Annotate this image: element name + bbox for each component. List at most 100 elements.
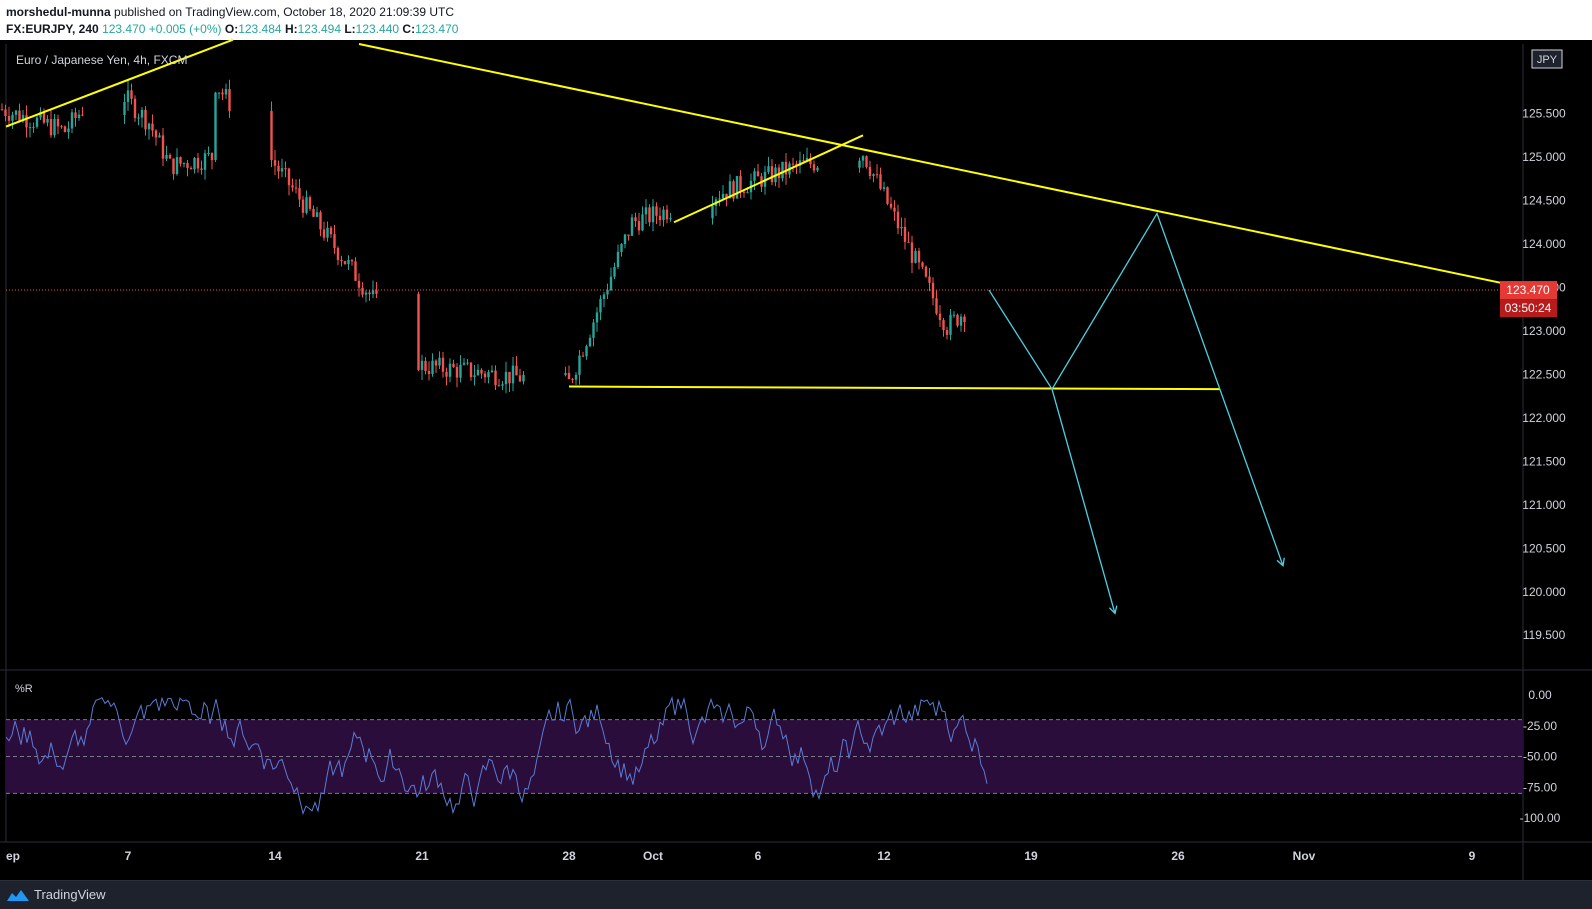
price-tick-label: 120.000 — [1522, 585, 1566, 599]
candle-body — [329, 227, 333, 235]
candle-body — [130, 90, 133, 99]
candle-body — [658, 215, 662, 220]
candle-body — [270, 110, 273, 161]
candle-body — [665, 209, 669, 220]
candle-body — [508, 371, 511, 384]
candle-body — [7, 115, 11, 121]
candle-body — [161, 135, 165, 159]
candle-body — [791, 163, 795, 165]
candle-body — [924, 266, 928, 277]
candle-body — [718, 198, 721, 200]
candle-body — [518, 375, 522, 382]
candle-body — [25, 115, 28, 128]
candle-body — [424, 360, 427, 371]
ohlc-low: L:123.440 — [344, 22, 400, 36]
candle-body — [417, 293, 420, 370]
candle-body — [770, 166, 774, 183]
candle-body — [200, 168, 203, 170]
candle-body — [487, 372, 490, 378]
candle-body — [361, 287, 364, 295]
candle-body — [28, 127, 32, 129]
candle-body — [473, 375, 476, 378]
candle-body — [914, 250, 917, 263]
candle-body — [21, 115, 25, 122]
candle-body — [172, 158, 175, 175]
candle-body — [753, 171, 756, 181]
price-change: +0.005 (+0%) — [148, 22, 222, 36]
candle-body — [350, 260, 354, 262]
candle-body — [599, 298, 602, 313]
candle-body — [210, 153, 214, 161]
currency-label: JPY — [1537, 54, 1558, 66]
candle-body — [333, 234, 336, 248]
candle-body — [585, 346, 588, 357]
brand-label: TradingView — [34, 887, 106, 902]
candle-body — [298, 188, 301, 200]
chart-canvas[interactable]: 125.500125.000124.500124.000123.500123.0… — [0, 0, 1592, 880]
candle-body — [35, 117, 39, 127]
candle-body — [165, 154, 168, 159]
candle-body — [875, 174, 879, 176]
candle-body — [221, 92, 224, 95]
wr-tick-label: -75.00 — [1523, 780, 1557, 794]
candle-body — [805, 158, 809, 161]
candle-body — [193, 157, 196, 170]
candle-body — [4, 109, 7, 116]
candle-body — [175, 157, 179, 175]
publish-info: morshedul-munna published on TradingView… — [6, 5, 454, 19]
drawings-layer — [5, 38, 1557, 615]
candle-body — [746, 192, 749, 194]
candle-body — [728, 181, 732, 199]
candle-body — [11, 114, 14, 121]
projection-arrowhead — [1276, 557, 1285, 567]
candle-body — [77, 114, 81, 118]
williams-r-bands — [6, 719, 1523, 794]
candle-body — [207, 153, 210, 155]
candle-body — [907, 241, 910, 243]
time-tick-label: 7 — [125, 849, 132, 863]
candle-body — [956, 314, 959, 326]
time-tick-label: 14 — [268, 849, 282, 863]
candle-body — [620, 244, 623, 252]
candle-body — [168, 154, 172, 159]
candle-body — [959, 316, 963, 326]
candle-body — [889, 203, 893, 208]
price-tick-label: 119.500 — [1523, 628, 1566, 642]
chart-frame — [0, 44, 1592, 880]
candle-body — [767, 166, 770, 172]
footer-bar: TradingView — [0, 880, 1592, 909]
candle-body — [308, 197, 312, 209]
candle-body — [357, 280, 361, 288]
candle-body — [886, 187, 889, 204]
candle-body — [739, 176, 742, 192]
candle-body — [903, 226, 907, 242]
candle-body — [224, 89, 228, 95]
candle-body — [865, 156, 868, 167]
price-tick-label: 125.500 — [1522, 107, 1566, 121]
countdown-label: 03:50:24 — [1505, 301, 1552, 315]
ohlc-close: C:123.470 — [402, 22, 459, 36]
currency-badge[interactable] — [1531, 49, 1563, 69]
candle-body — [595, 312, 599, 323]
candle-body — [522, 374, 525, 382]
candle-body — [504, 371, 508, 385]
candle-body — [214, 92, 217, 161]
author-name[interactable]: morshedul-munna — [6, 5, 111, 19]
countdown-tag — [1500, 299, 1557, 318]
symbol-label: FX:EURJPY, 240 — [6, 22, 99, 36]
candle-body — [648, 207, 651, 223]
price-tick-label: 122.000 — [1522, 411, 1566, 425]
williams-r-series — [5, 695, 988, 816]
candle-body — [182, 163, 186, 165]
candle-body — [133, 98, 137, 119]
time-tick-label: ep — [6, 849, 20, 863]
candle-body — [571, 379, 574, 381]
candle-body — [795, 163, 798, 166]
candle-body — [868, 166, 872, 176]
tradingview-brand[interactable]: TradingView — [6, 887, 106, 902]
candle-body — [592, 322, 595, 338]
candle-body — [809, 158, 812, 165]
candle-body — [448, 363, 452, 377]
time-tick-label: 19 — [1024, 849, 1038, 863]
rising-wedge-line — [673, 134, 864, 224]
